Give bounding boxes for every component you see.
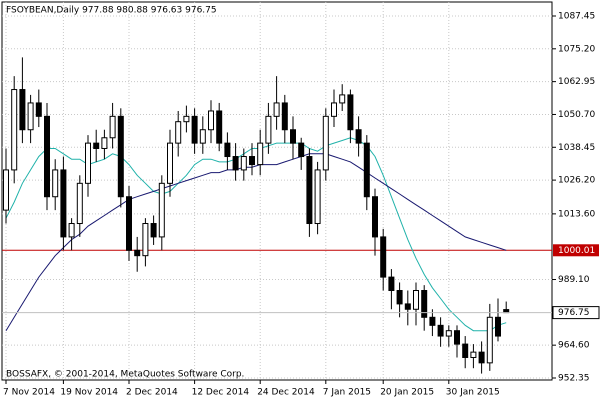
moving-average — [5, 153, 507, 331]
candle-body — [167, 142, 173, 184]
level-label-box — [553, 244, 599, 257]
candle-body — [117, 115, 124, 198]
x-tick-label: 2 Dec 2014 — [126, 388, 178, 398]
candle-body — [290, 129, 296, 144]
candle-body — [298, 142, 305, 158]
plot-frame — [1, 1, 553, 381]
candle-body — [19, 89, 26, 131]
candle-body — [232, 156, 239, 171]
y-tick-label: 989.10 — [558, 275, 590, 285]
candle-body — [142, 223, 149, 257]
candle-body — [158, 182, 165, 238]
candle-body — [35, 102, 42, 117]
candle-body — [478, 351, 485, 364]
candle-body — [224, 142, 231, 158]
candle-body — [314, 169, 321, 225]
candle-body — [126, 196, 132, 251]
candle-body — [85, 142, 91, 184]
candle-body — [495, 316, 501, 337]
candle-body — [93, 142, 100, 149]
chart-title: FSOYBEAN,Daily 977.88 980.88 976.63 976.… — [6, 6, 217, 16]
candle-body — [76, 182, 83, 225]
candle-body — [216, 110, 223, 144]
candle-body — [60, 169, 67, 238]
y-tick-label: 1013.60 — [558, 209, 595, 219]
candle-body — [175, 121, 182, 144]
candle-body — [437, 324, 444, 337]
candle-body — [257, 142, 264, 166]
candle-body — [306, 156, 313, 225]
candle-body — [363, 142, 370, 198]
candle-body — [331, 102, 337, 117]
y-tick-label: 1026.20 — [558, 176, 595, 186]
candle-body — [183, 115, 190, 123]
y-tick-label: 1062.95 — [558, 77, 595, 87]
candle-body — [101, 137, 108, 149]
candle-body — [265, 115, 272, 144]
candle-body — [486, 316, 493, 364]
x-tick-label: 30 Jan 2015 — [446, 388, 500, 398]
candle-body — [150, 223, 157, 238]
candle-body — [347, 94, 354, 131]
candle-body — [11, 89, 18, 171]
candle-body — [199, 129, 206, 144]
y-tick-label: 1087.45 — [558, 11, 595, 21]
candle-body — [249, 156, 255, 166]
candle-body — [421, 290, 428, 318]
y-tick-label: 964.60 — [558, 341, 590, 351]
watermark: BOSSAFX, © 2001-2014, MetaQuotes Softwar… — [6, 370, 244, 380]
candle-body — [281, 102, 288, 131]
candle-body — [322, 115, 329, 171]
candle-body — [68, 223, 75, 238]
x-tick-label: 7 Nov 2014 — [3, 388, 55, 398]
candle-body — [52, 169, 59, 198]
candle-body — [44, 115, 50, 198]
y-tick-label: 1038.45 — [558, 143, 595, 153]
last-price-box — [552, 306, 600, 320]
candle-body — [191, 115, 198, 144]
candle-body — [404, 303, 411, 310]
candle-body — [273, 102, 280, 117]
candle-body — [240, 156, 247, 171]
level-label: 1000.01 — [558, 246, 595, 256]
y-tick-label: 952.35 — [558, 373, 590, 383]
candle-body — [413, 290, 419, 310]
x-tick-label: 12 Dec 2014 — [192, 388, 250, 398]
candle-body — [3, 169, 9, 211]
candle-body — [388, 276, 395, 292]
candle-body — [339, 94, 346, 104]
candle-body — [445, 330, 452, 337]
x-tick-label: 20 Jan 2015 — [380, 388, 434, 398]
last-price-label: 976.75 — [558, 308, 590, 318]
candle-body — [380, 236, 387, 278]
candle-body — [454, 330, 460, 345]
candle-body — [27, 102, 34, 131]
candle-body — [396, 290, 403, 305]
candle-body — [429, 316, 436, 326]
candle-body — [372, 196, 378, 238]
candle-body — [109, 115, 116, 139]
candle-body — [470, 351, 477, 358]
candle-body — [208, 110, 214, 131]
candle-body — [462, 343, 469, 358]
y-tick-label: 1050.70 — [558, 110, 595, 120]
candle-body — [134, 249, 141, 257]
x-tick-label: 19 Nov 2014 — [60, 388, 118, 398]
x-tick-label: 24 Dec 2014 — [257, 388, 315, 398]
y-tick-label: 1075.20 — [558, 44, 595, 54]
candle-body — [355, 129, 362, 144]
x-tick-label: 7 Jan 2015 — [323, 388, 371, 398]
